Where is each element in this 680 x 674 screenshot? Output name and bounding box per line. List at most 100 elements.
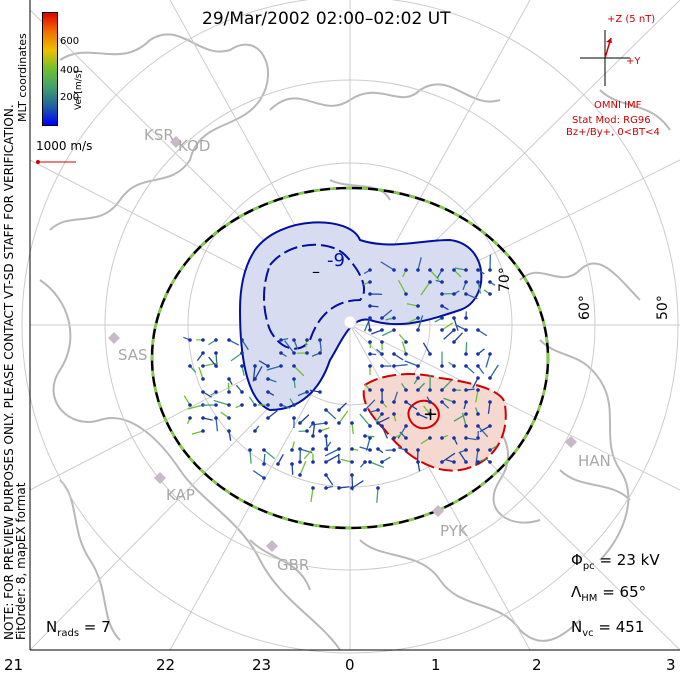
velocity-vector-origin <box>292 403 296 407</box>
velocity-vector <box>359 446 371 451</box>
station-label-gbr: GBR <box>277 556 310 574</box>
velocity-vector-origin <box>416 364 420 368</box>
velocity-vector-origin <box>404 448 408 452</box>
velocity-vector-origin <box>262 462 266 466</box>
velocity-vector-origin <box>318 351 322 355</box>
velocity-vector-origin <box>214 416 218 420</box>
velocity-vector <box>487 401 491 414</box>
velocity-vector-origin <box>476 268 480 272</box>
velocity-vector-origin <box>464 424 468 428</box>
velocity-vector-origin <box>476 376 480 380</box>
velocity-vector-origin <box>392 436 396 440</box>
mlt-tick-22: 22 <box>156 656 176 674</box>
velocity-vector <box>441 452 456 463</box>
velocity-vector <box>284 340 295 354</box>
velocity-vector <box>267 410 278 419</box>
velocity-vector-origin <box>380 364 384 368</box>
n-rads-stat: Nrads = 7 <box>46 618 111 639</box>
velocity-vector-origin <box>440 364 444 368</box>
velocity-vector-origin <box>440 268 444 272</box>
velocity-vector-origin <box>201 351 205 355</box>
velocity-vector <box>230 352 243 362</box>
velocity-vector-origin <box>476 424 480 428</box>
velocity-vector-origin <box>363 460 367 464</box>
velocity-vector-origin <box>363 408 367 412</box>
velocity-vector-origin <box>368 340 372 344</box>
velocity-vector <box>252 470 265 479</box>
velocity-vector-origin <box>404 292 408 296</box>
velocity-vector-origin <box>380 460 384 464</box>
velocity-vector <box>376 487 379 503</box>
velocity-vector <box>417 257 422 271</box>
velocity-vector-origin <box>380 412 384 416</box>
velocity-vector-origin <box>337 460 341 464</box>
velocity-vector-origin <box>318 390 322 394</box>
velocity-vector-origin <box>452 388 456 392</box>
velocity-vector-origin <box>305 429 309 433</box>
velocity-vector <box>443 397 455 403</box>
velocity-vector-origin <box>464 268 468 272</box>
hm-boundary-dash <box>150 186 550 530</box>
velocity-vector-origin <box>428 352 432 356</box>
scale-vector-label: 1000 m/s <box>36 139 93 153</box>
velocity-vector <box>405 401 418 411</box>
station-label-ksr: KSR <box>144 126 174 144</box>
velocity-vector-origin <box>311 460 315 464</box>
velocity-vector <box>461 412 467 427</box>
velocity-vector-origin <box>201 390 205 394</box>
velocity-vector-origin <box>292 416 296 420</box>
velocity-vector-origin <box>464 460 468 464</box>
negative-cell-inner <box>263 243 365 350</box>
velocity-vector-origin <box>350 447 354 451</box>
velocity-vector-origin <box>305 351 309 355</box>
velocity-vector-origin <box>201 338 205 342</box>
velocity-vector-origin <box>464 364 468 368</box>
velocity-vector <box>340 458 353 463</box>
velocity-vector <box>263 449 276 460</box>
velocity-vector-origin <box>416 376 420 380</box>
station-label-kod: KOD <box>178 137 211 155</box>
velocity-vector <box>477 281 482 294</box>
velocity-vector <box>479 425 491 433</box>
velocity-vector-origin <box>392 448 396 452</box>
velocity-vector <box>277 454 284 465</box>
velocity-vector <box>254 366 263 380</box>
velocity-vector-origin <box>337 486 341 490</box>
n-rads-value: 7 <box>101 618 111 636</box>
velocity-vector-origin <box>227 429 231 433</box>
velocity-vector-origin <box>380 352 384 356</box>
velocity-vector-origin <box>452 340 456 344</box>
velocity-vector-origin <box>452 460 456 464</box>
mlt-tick-3: 3 <box>666 656 676 674</box>
velocity-vector-origin <box>464 280 468 284</box>
velocity-vector-origin <box>240 390 244 394</box>
velocity-vector-origin <box>380 400 384 404</box>
velocity-vector <box>266 365 282 371</box>
velocity-vector-origin <box>464 352 468 356</box>
velocity-vector-origin <box>392 400 396 404</box>
mlt-tick-0: 0 <box>345 656 355 674</box>
velocity-vector-origin <box>214 338 218 342</box>
station-label-pyk: PYK <box>440 522 468 540</box>
velocity-vector <box>325 474 334 486</box>
velocity-vector-origin <box>266 377 270 381</box>
velocity-vector-origin <box>262 448 266 452</box>
velocity-vector <box>187 404 204 410</box>
velocity-vector-origin <box>266 403 270 407</box>
velocity-vector <box>459 452 467 463</box>
velocity-vector-origin <box>298 460 302 464</box>
velocity-vector <box>299 414 310 424</box>
velocity-vector <box>397 279 407 295</box>
velocity-vector-origin <box>416 412 420 416</box>
positive-maximum-marker: + <box>423 404 439 425</box>
velocity-vector-origin <box>464 400 468 404</box>
phi-pc-value: 23 kV <box>616 551 660 569</box>
velocity-vector <box>422 342 431 355</box>
velocity-vector-origin <box>464 292 468 296</box>
velocity-vector-origin <box>488 448 492 452</box>
velocity-vector-origin <box>488 292 492 296</box>
velocity-vector-origin <box>292 351 296 355</box>
page-title: 29/Mar/2002 02:00–02:02 UT <box>202 9 451 29</box>
velocity-vector <box>325 453 340 463</box>
velocity-vector-origin <box>292 364 296 368</box>
